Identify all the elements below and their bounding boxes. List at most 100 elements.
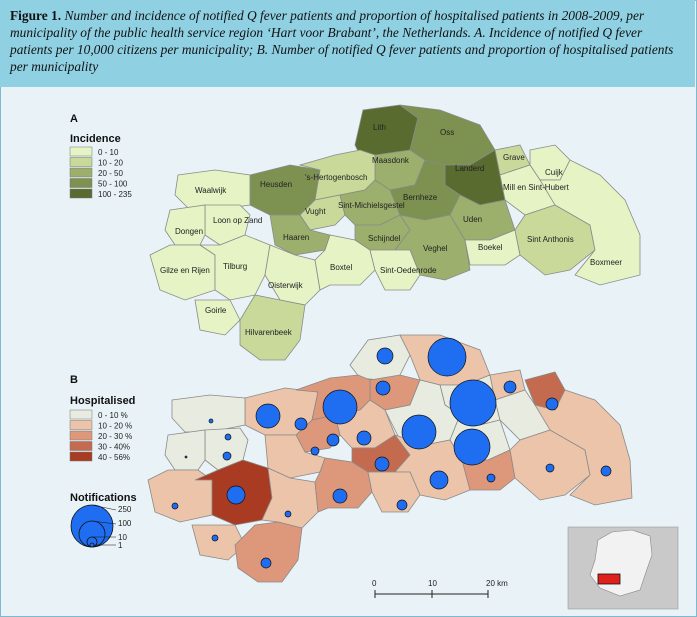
legendB-label-4: 40 - 56% (98, 453, 130, 462)
inset-highlight (597, 573, 621, 585)
region-sintoedenrode (369, 249, 421, 291)
label-tilburg: Tilburg (223, 262, 247, 271)
notification-bubble (503, 380, 517, 394)
legendB-swatch-2 (69, 430, 93, 441)
notification-bubbles (171, 337, 612, 569)
label-landerd: Landerd (455, 164, 484, 173)
legendA-label-4: 100 - 235 (98, 190, 132, 199)
legendA-swatch-3 (69, 178, 93, 188)
label-oisterwijk: Oisterwijk (268, 281, 304, 290)
legendB-label-3: 30 - 40% (98, 443, 130, 452)
legendB-swatch-1 (69, 420, 93, 430)
label-goirle: Goirle (205, 306, 227, 315)
label-dongen: Dongen (175, 227, 203, 236)
label-shertogenbosch: 's-Hertogenbosch (305, 173, 367, 182)
scale-label-10: 10 (428, 579, 437, 588)
label-uden: Uden (463, 215, 482, 224)
scale-bar: 0 10 20 km (372, 579, 508, 598)
notification-bubble (396, 499, 408, 511)
region-hilvarenbeek (239, 294, 306, 361)
notification-bubble (449, 379, 497, 427)
notification-bubble (184, 455, 188, 459)
region-tilburg (198, 234, 271, 301)
notification-bubble (171, 502, 179, 510)
regionb-waalwijk (171, 394, 246, 433)
notification-bubble (310, 446, 320, 456)
notification-bubble (322, 389, 358, 425)
notification-bubble (486, 473, 496, 483)
notifications-legend-title: Notifications (70, 492, 137, 504)
notification-bubble (429, 470, 449, 490)
notification-bubble (375, 380, 391, 396)
figure-caption: Figure 1. Number and incidence of notifi… (0, 0, 695, 87)
regionb-boxmeer (534, 389, 633, 506)
panel-b-legend: 0 - 10 % 10 - 20 %20 - 30 % 30 - 40%40 - 5… (69, 409, 132, 462)
panel-b-letter: B (70, 374, 78, 386)
legendB-label-1: 10 - 20 % (98, 422, 132, 431)
notification-bubble (545, 463, 555, 473)
label-mill: Mill en Sint-Hubert (503, 183, 570, 192)
regionb-sintoedenrode (367, 471, 421, 513)
regionb-hilvarenbeek (234, 521, 303, 583)
panel-b-legend-title: Hospitalised (70, 395, 135, 407)
legendB-swatch-4 (69, 451, 93, 462)
notification-bubble (294, 417, 308, 431)
notification-bubble (224, 433, 232, 441)
label-smg: Sint-Michielsgestel (338, 201, 405, 210)
label-boekel: Boekel (478, 243, 503, 252)
legendA-label-3: 50 - 100 (98, 180, 128, 189)
notification-bubble (222, 451, 232, 461)
caption-text: Number and incidence of notified Q fever… (10, 8, 674, 74)
region-goirle (194, 299, 241, 336)
region-dongen (164, 204, 206, 246)
regionb-dongen (164, 429, 206, 471)
legendA-label-0: 0 - 10 (98, 148, 119, 157)
inset-map (567, 526, 679, 610)
notification-bubble (545, 397, 559, 411)
legendA-swatch-4 (69, 188, 93, 199)
notification-bubble (427, 337, 467, 377)
notification-bubble (226, 485, 246, 505)
label-haaren: Haaren (283, 233, 309, 242)
notification-bubble (374, 456, 390, 472)
regionb-veghel (393, 434, 471, 501)
legendB-label-0: 0 - 10 % (98, 411, 128, 420)
legendA-label-2: 20 - 50 (98, 169, 123, 178)
label-bernheze: Bernheze (403, 193, 438, 202)
label-santhonis: Sint Anthonis (527, 235, 574, 244)
notif-leader-100 (91, 520, 117, 525)
label-oss: Oss (440, 128, 454, 137)
notification-bubble (208, 418, 214, 424)
label-cuijk: Cuijk (545, 168, 564, 177)
legendB-swatch-0 (69, 409, 93, 420)
label-loon: Loon op Zand (213, 216, 262, 225)
notif-legend-10: 10 (118, 533, 127, 542)
notification-bubble (260, 557, 272, 569)
figure-number: Figure 1. (10, 8, 62, 23)
label-lith: Lith (373, 123, 386, 132)
notif-legend-circle-250 (70, 504, 114, 548)
label-boxtel: Boxtel (330, 263, 352, 272)
label-vught: Vught (305, 207, 326, 216)
label-hilvarenbeek: Hilvarenbeek (245, 328, 293, 337)
notification-bubble (284, 510, 292, 518)
notification-bubble (255, 403, 281, 429)
notification-bubble (356, 430, 372, 446)
panel-a-legend-title: Incidence (70, 133, 121, 145)
notifications-legend: 250 100 10 1 (70, 504, 132, 550)
label-gilze: Gilze en Rijen (160, 266, 210, 275)
map-figure: Lith Oss Maasdonk Grave Cuijk Landerd Mi… (69, 104, 679, 610)
label-waalwijk: Waalwijk (195, 186, 227, 195)
legendA-swatch-0 (69, 146, 93, 157)
label-veghel: Veghel (423, 244, 448, 253)
legendA-label-1: 10 - 20 (98, 159, 123, 168)
label-boxmeer: Boxmeer (590, 258, 622, 267)
panel-b-map (147, 334, 633, 583)
panel-a-letter: A (70, 113, 78, 125)
notification-bubble (211, 534, 219, 542)
panel-a-labels: Lith Oss Maasdonk Grave Cuijk Landerd Mi… (160, 123, 622, 337)
label-sintoedenrode: Sint-Oedenrode (380, 266, 437, 275)
notification-bubble (376, 347, 394, 365)
notif-leader-250 (91, 504, 117, 511)
